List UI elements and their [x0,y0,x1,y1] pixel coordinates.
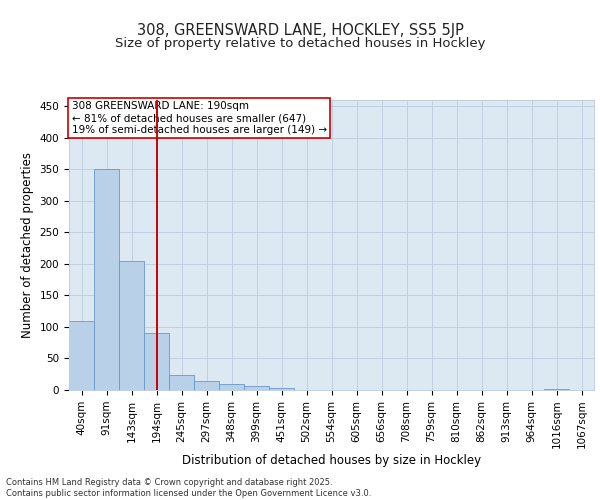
Bar [144,334,169,390]
Text: Contains HM Land Registry data © Crown copyright and database right 2025.
Contai: Contains HM Land Registry data © Crown c… [6,478,371,498]
Y-axis label: Number of detached properties: Number of detached properties [21,152,34,338]
Text: Size of property relative to detached houses in Hockley: Size of property relative to detached ho… [115,38,485,51]
Text: 308, GREENSWARD LANE, HOCKLEY, SS5 5JP: 308, GREENSWARD LANE, HOCKLEY, SS5 5JP [137,22,463,38]
Bar [244,386,269,390]
Bar [194,381,219,390]
X-axis label: Distribution of detached houses by size in Hockley: Distribution of detached houses by size … [182,454,481,467]
Bar [94,170,119,390]
Bar [269,388,294,390]
Bar [119,262,144,390]
Bar [544,388,569,390]
Text: 308 GREENSWARD LANE: 190sqm
← 81% of detached houses are smaller (647)
19% of se: 308 GREENSWARD LANE: 190sqm ← 81% of det… [71,102,327,134]
Bar [69,320,94,390]
Bar [219,384,244,390]
Bar [169,375,194,390]
